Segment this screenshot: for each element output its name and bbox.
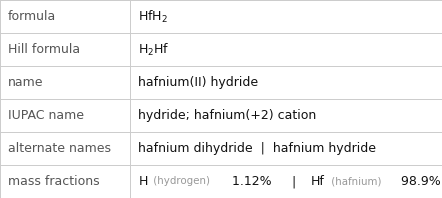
Text: 98.9%: 98.9% [397,175,441,188]
Text: 1.12%: 1.12% [228,175,271,188]
Text: Hf: Hf [310,175,324,188]
Text: formula: formula [8,10,56,23]
Text: name: name [8,76,43,89]
Text: IUPAC name: IUPAC name [8,109,84,122]
Text: hydride; hafnium(+2) cation: hydride; hafnium(+2) cation [138,109,316,122]
Text: hafnium dihydride  |  hafnium hydride: hafnium dihydride | hafnium hydride [138,142,376,155]
Text: Hill formula: Hill formula [8,43,80,56]
Text: mass fractions: mass fractions [8,175,99,188]
Text: (hydrogen): (hydrogen) [150,176,210,187]
Text: alternate names: alternate names [8,142,111,155]
Text: (hafnium): (hafnium) [328,176,382,187]
Text: |: | [284,175,305,188]
Text: hafnium(II) hydride: hafnium(II) hydride [138,76,259,89]
Text: HfH$_2$: HfH$_2$ [138,9,168,25]
Text: H: H [138,175,148,188]
Text: H$_2$Hf: H$_2$Hf [138,41,170,58]
